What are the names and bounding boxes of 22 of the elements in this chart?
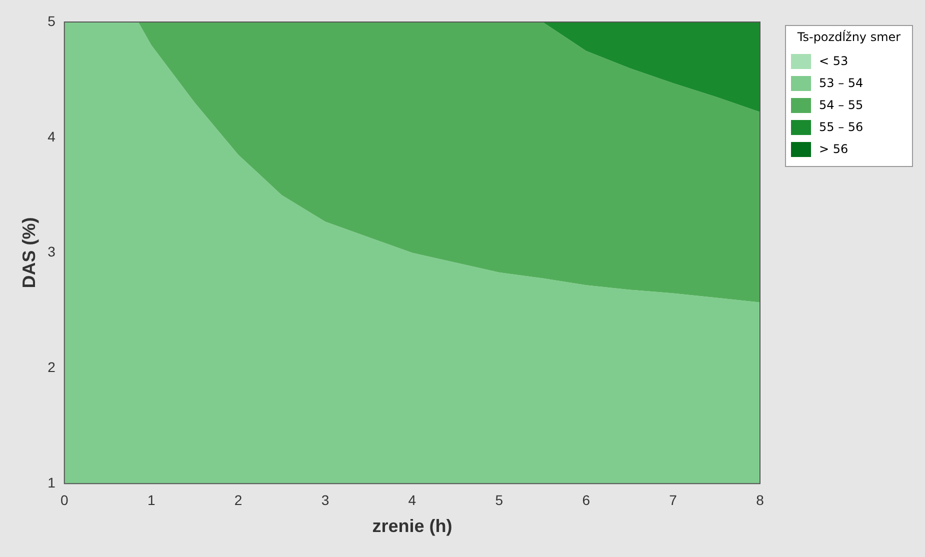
x-tick-label: 7 — [669, 492, 678, 508]
legend-title: Ts-pozdĺžny smer — [796, 30, 902, 44]
y-tick-label: 4 — [48, 128, 56, 144]
legend-label: 53 – 54 — [819, 76, 864, 90]
legend-label: > 56 — [819, 142, 848, 156]
y-axis-title: DAS (%) — [18, 217, 39, 288]
x-tick-label: 6 — [582, 492, 590, 508]
y-tick-label: 3 — [48, 244, 56, 260]
x-tick-label: 8 — [756, 492, 764, 508]
x-tick-label: 2 — [234, 492, 242, 508]
x-axis-title: zrenie (h) — [372, 516, 452, 536]
y-tick-label: 1 — [48, 474, 56, 490]
x-tick-label: 0 — [60, 492, 68, 508]
legend-label: 54 – 55 — [819, 98, 864, 112]
x-tick-label: 4 — [408, 492, 416, 508]
y-tick-label: 5 — [48, 12, 56, 29]
legend-label: 55 – 56 — [819, 120, 864, 134]
legend-label: < 53 — [819, 54, 848, 68]
x-tick-label: 3 — [321, 492, 330, 508]
y-tick-label: 2 — [48, 359, 56, 376]
x-tick-label: 5 — [495, 492, 504, 508]
x-tick-label: 1 — [147, 492, 156, 508]
